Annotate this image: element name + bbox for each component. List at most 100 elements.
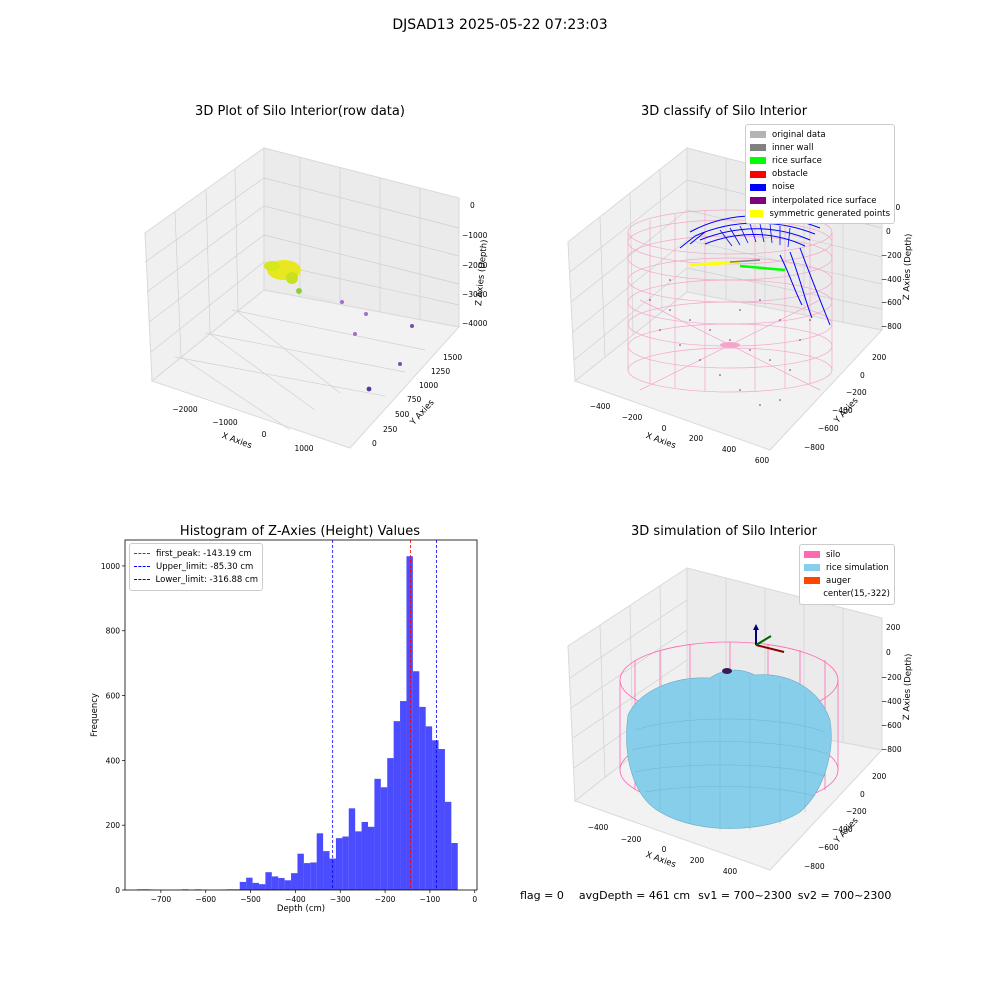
classify-x-ticks: −400 −200 0 200 400 600 — [590, 402, 770, 465]
legend-swatch — [804, 564, 820, 572]
histogram-bar — [271, 876, 279, 890]
histogram-x-tick-label: −600 — [195, 895, 216, 904]
legend-item-lower-limit: Lower_limit: -316.88 cm — [134, 573, 258, 586]
legend-line — [134, 579, 150, 581]
legend-swatch — [750, 210, 764, 218]
histogram-y-tick-label: 600 — [106, 692, 121, 701]
histogram-bar — [367, 826, 375, 890]
sim-z-tick: −200 — [881, 673, 902, 682]
status-sv1: sv1 = 700~2300 — [698, 889, 792, 902]
legend-item-symmetric: symmetric generated points — [750, 207, 890, 220]
legend-item-inner-wall: inner wall — [750, 141, 890, 154]
sim-y-tick: −600 — [818, 843, 839, 852]
histogram-title: Histogram of Z-Axies (Height) Values — [179, 524, 421, 539]
noise-fan — [719, 223, 791, 248]
legend-swatch — [750, 131, 766, 139]
legend-item-rice-simulation: rice simulation — [804, 561, 890, 574]
simulation-legend: silo rice simulation auger center(15,-32… — [799, 544, 895, 605]
classify-plot-title: 3D classify of Silo Interior — [640, 104, 808, 119]
histogram-y-ticks: 0 200 400 600 800 1000 — [101, 562, 125, 895]
histogram-y-tick-label: 400 — [106, 756, 121, 765]
raw-z-tick: 0 — [470, 201, 475, 210]
classify-x-tick: −400 — [590, 402, 611, 411]
histogram-bar — [432, 740, 439, 890]
classify-z-tick: −200 — [881, 251, 902, 260]
raw-plot-title: 3D Plot of Silo Interior(row data) — [195, 104, 405, 119]
histogram-x-tick-label: −100 — [420, 895, 441, 904]
legend-swatch — [804, 577, 820, 585]
histogram-x-tick-label: −500 — [240, 895, 261, 904]
status-sv2: sv2 = 700~2300 — [797, 889, 892, 902]
legend-item-upper-limit: Upper_limit: -85.30 cm — [134, 560, 258, 573]
histogram-x-tick-label: −700 — [151, 895, 172, 904]
raw-back-panes — [144, 147, 460, 449]
sim-x-tick: 0 — [662, 845, 667, 854]
histogram-bar — [348, 808, 356, 890]
raw-z-tick: −4000 — [462, 319, 488, 328]
histogram-y-tick-label: 200 — [106, 821, 121, 830]
histogram-x-ticks: −700 −600 −500 −400 −300 −200 −100 0 — [151, 890, 477, 904]
raw-z-tick: −3000 — [462, 290, 488, 299]
histogram-bar — [258, 884, 266, 890]
histogram-legend: first_peak: -143.19 cm Upper_limit: -85.… — [129, 543, 263, 591]
sim-y-tick: 200 — [872, 772, 887, 781]
raw-x-label: X Axies — [220, 431, 253, 451]
histogram-bars — [137, 556, 458, 890]
histogram-bar — [419, 706, 426, 890]
histogram-y-tick-label: 0 — [115, 886, 120, 895]
histogram-bar — [387, 758, 394, 890]
classify-z-tick: −800 — [881, 322, 902, 331]
histogram-bar — [412, 671, 420, 890]
raw-y-tick: 500 — [395, 410, 410, 419]
raw-x-tick: 1000 — [294, 444, 313, 453]
sim-x-tick: 400 — [723, 867, 738, 876]
histogram-x-tick-label: −300 — [330, 895, 351, 904]
classify-x-label: X Axies — [644, 431, 677, 451]
histogram-bar — [265, 872, 272, 890]
legend-item-rice-surface: rice surface — [750, 154, 890, 167]
sim-grid — [569, 578, 844, 778]
classify-x-tick: 0 — [662, 424, 667, 433]
histogram-bar — [316, 833, 324, 890]
raw-y-tick: 250 — [383, 425, 398, 434]
histogram-x-tick-label: −400 — [285, 895, 306, 904]
sim-z-tick: −600 — [881, 721, 902, 730]
histogram-bar — [444, 801, 452, 890]
sim-z-tick: −800 — [881, 745, 902, 754]
axis-triad-icon — [753, 624, 785, 653]
sim-z-tick: −400 — [881, 697, 902, 706]
sim-y-tick: 0 — [860, 790, 865, 799]
sim-z-tick: 200 — [886, 623, 901, 632]
surface-points — [689, 259, 786, 272]
sim-y-tick: −400 — [832, 825, 853, 834]
classify-z-tick: 0 — [886, 227, 891, 236]
auger-marker — [722, 668, 732, 674]
histogram-plot: −700 −600 −500 −400 −300 −200 −100 0 0 200 400 600… — [90, 539, 478, 914]
raw-y-tick: 750 — [407, 395, 422, 404]
legend-item-first-peak: first_peak: -143.19 cm — [134, 547, 258, 560]
raw-x-ticks: −2000 −1000 0 1000 — [172, 405, 313, 453]
sim-z-label: Z Axies (Depth) — [902, 653, 914, 720]
figure-title: DJSAD13 2025-05-22 07:23:03 — [392, 17, 608, 33]
histogram-bar — [425, 726, 433, 890]
classify-z-tick: −400 — [881, 275, 902, 284]
histogram-x-tick-label: 0 — [472, 895, 477, 904]
legend-item-auger: auger — [804, 574, 890, 587]
histogram-bar — [303, 863, 311, 890]
legend-swatch — [750, 183, 766, 191]
histogram-bar — [342, 836, 349, 890]
raw-z-tick: −2000 — [462, 261, 488, 270]
classify-y-tick: 200 — [872, 353, 887, 362]
histogram-frame — [124, 539, 478, 891]
classify-y-tick: −800 — [804, 443, 825, 452]
raw-z-label: Z Axies (Depth) — [474, 239, 490, 306]
histogram-x-label: Depth (cm) — [277, 904, 325, 914]
raw-y-ticks: 0 250 500 750 1000 1250 1500 — [372, 353, 462, 448]
histogram-bar — [278, 878, 285, 890]
legend-item-original-data: original data — [750, 128, 890, 141]
legend-swatch — [804, 591, 817, 598]
histogram-bar — [323, 851, 330, 890]
sim-x-tick: 200 — [690, 856, 705, 865]
histogram-bar — [291, 873, 298, 890]
histogram-bar — [380, 787, 388, 890]
